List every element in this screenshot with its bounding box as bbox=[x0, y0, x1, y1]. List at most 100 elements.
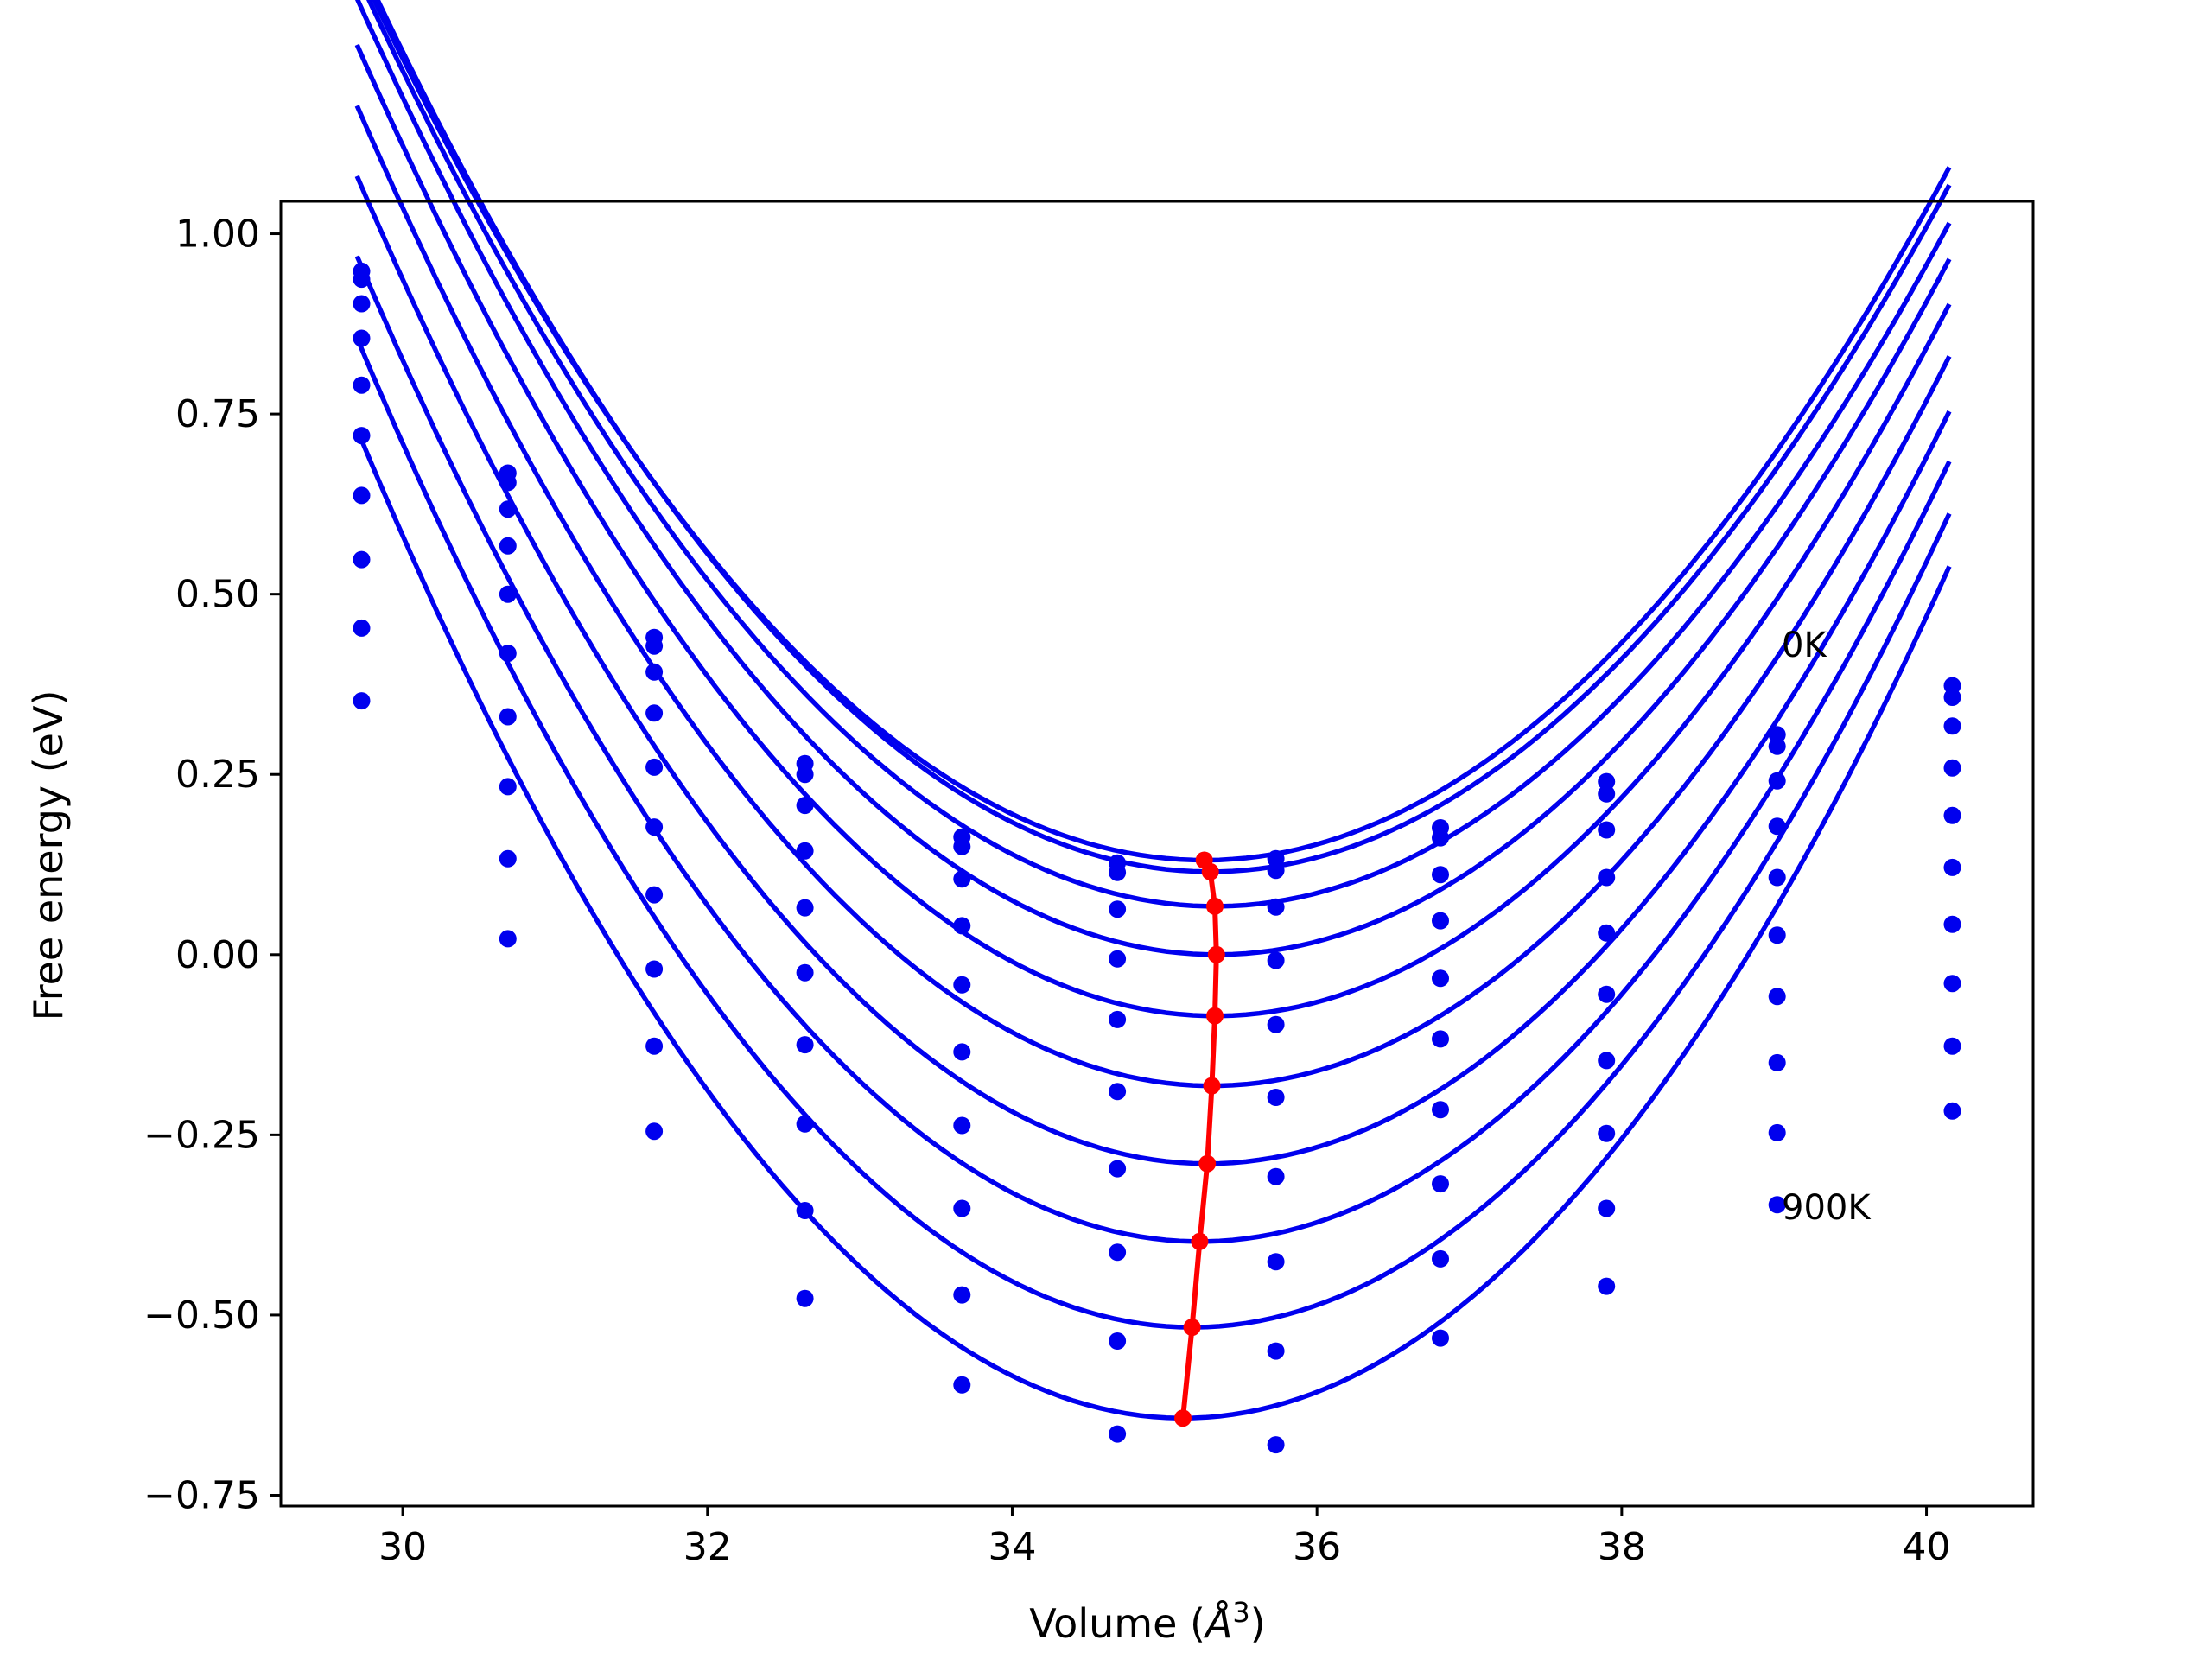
data-point bbox=[1943, 858, 1961, 876]
data-point bbox=[1432, 1329, 1449, 1347]
fit-curve-3 bbox=[354, 0, 1952, 957]
data-point bbox=[1267, 1436, 1285, 1454]
data-point bbox=[1768, 868, 1786, 887]
minimum-point bbox=[1174, 1409, 1192, 1427]
data-point bbox=[1598, 772, 1616, 791]
data-points bbox=[353, 262, 1961, 1454]
data-point bbox=[1267, 1342, 1285, 1360]
fit-curve-7 bbox=[354, 255, 1952, 1244]
data-point bbox=[1598, 985, 1616, 1003]
fit-curve-2 bbox=[366, 0, 1952, 909]
data-point bbox=[1432, 969, 1449, 988]
data-point bbox=[1943, 1102, 1961, 1120]
data-point bbox=[353, 329, 371, 347]
data-point bbox=[1432, 1175, 1449, 1193]
data-point bbox=[796, 766, 814, 784]
data-point bbox=[796, 1202, 814, 1219]
data-point bbox=[953, 1199, 971, 1217]
data-point bbox=[1109, 950, 1127, 968]
y-axis-label: Free energy (eV) bbox=[25, 690, 72, 1021]
data-point bbox=[953, 837, 971, 855]
data-point bbox=[353, 427, 371, 445]
fit-curve-5 bbox=[354, 105, 1952, 1089]
data-point bbox=[1768, 1053, 1786, 1071]
data-point bbox=[353, 376, 371, 394]
fit-curve-6 bbox=[354, 175, 1952, 1166]
data-point bbox=[1109, 1010, 1127, 1028]
x-tick-label: 34 bbox=[988, 1525, 1036, 1569]
y-tick-label: 0.00 bbox=[175, 933, 260, 977]
data-point bbox=[1943, 975, 1961, 993]
annotation-label: 0K bbox=[1782, 626, 1827, 665]
data-point bbox=[499, 645, 517, 663]
data-point bbox=[1768, 1196, 1786, 1214]
x-axis-label-exponent: 3 bbox=[1232, 1596, 1249, 1629]
data-point bbox=[796, 1115, 814, 1133]
data-point bbox=[1432, 829, 1449, 847]
x-axis-label: Volume (Å3) bbox=[1029, 1596, 1265, 1647]
data-point bbox=[1598, 868, 1616, 887]
data-point bbox=[1267, 861, 1285, 880]
data-point bbox=[796, 1289, 814, 1307]
minimum-point bbox=[1206, 897, 1224, 915]
data-point bbox=[1943, 806, 1961, 824]
minimum-point bbox=[1198, 1154, 1217, 1173]
data-point bbox=[953, 1043, 971, 1061]
data-point bbox=[1432, 1249, 1449, 1268]
data-point bbox=[1768, 817, 1786, 836]
data-point bbox=[499, 930, 517, 948]
minima-line bbox=[1180, 859, 1219, 1419]
data-point bbox=[1109, 1160, 1127, 1178]
fit-curve-9 bbox=[354, 428, 1952, 1421]
data-point bbox=[1432, 866, 1449, 884]
data-point bbox=[499, 778, 517, 796]
data-point bbox=[1768, 772, 1786, 790]
data-point bbox=[353, 486, 371, 505]
data-point bbox=[499, 708, 517, 726]
axes-frame bbox=[279, 200, 2035, 1508]
data-point bbox=[1598, 924, 1616, 942]
data-point bbox=[645, 758, 664, 776]
data-point bbox=[1109, 1332, 1127, 1350]
y-tick-label: −0.25 bbox=[143, 1113, 260, 1157]
data-point bbox=[1267, 1089, 1285, 1106]
minimum-point bbox=[1203, 1077, 1221, 1095]
data-point bbox=[1109, 1243, 1127, 1262]
data-point bbox=[1943, 689, 1961, 706]
annotation-label: 900K bbox=[1782, 1188, 1872, 1228]
data-point bbox=[1109, 863, 1127, 881]
data-point bbox=[1109, 1083, 1127, 1101]
data-point bbox=[796, 1036, 814, 1054]
data-point bbox=[499, 537, 517, 555]
data-point bbox=[499, 474, 517, 492]
data-point bbox=[953, 917, 971, 935]
data-point bbox=[1943, 717, 1961, 735]
data-point bbox=[645, 818, 664, 836]
data-point bbox=[1109, 900, 1127, 918]
data-point bbox=[1768, 737, 1786, 755]
data-point bbox=[645, 663, 664, 681]
plot-area bbox=[353, 0, 1961, 1454]
minimum-point bbox=[1207, 945, 1225, 963]
minimum-point bbox=[1201, 862, 1219, 880]
minimum-point bbox=[1206, 1007, 1224, 1025]
x-axis-label-close: ) bbox=[1250, 1600, 1266, 1647]
data-point bbox=[1768, 926, 1786, 944]
data-point bbox=[1267, 898, 1285, 916]
data-point bbox=[796, 899, 814, 917]
data-point bbox=[796, 842, 814, 860]
data-point bbox=[353, 550, 371, 569]
data-point bbox=[1432, 912, 1449, 930]
data-point bbox=[1943, 1037, 1961, 1055]
data-point bbox=[353, 295, 371, 313]
data-point bbox=[1267, 951, 1285, 969]
data-point bbox=[1768, 1123, 1786, 1141]
data-point bbox=[645, 1122, 664, 1141]
data-point bbox=[645, 637, 664, 655]
data-point bbox=[353, 270, 371, 289]
data-point bbox=[645, 960, 664, 978]
data-point bbox=[1432, 1101, 1449, 1119]
fit-curve-4 bbox=[354, 43, 1952, 1019]
y-tick-label: −0.75 bbox=[143, 1473, 260, 1517]
